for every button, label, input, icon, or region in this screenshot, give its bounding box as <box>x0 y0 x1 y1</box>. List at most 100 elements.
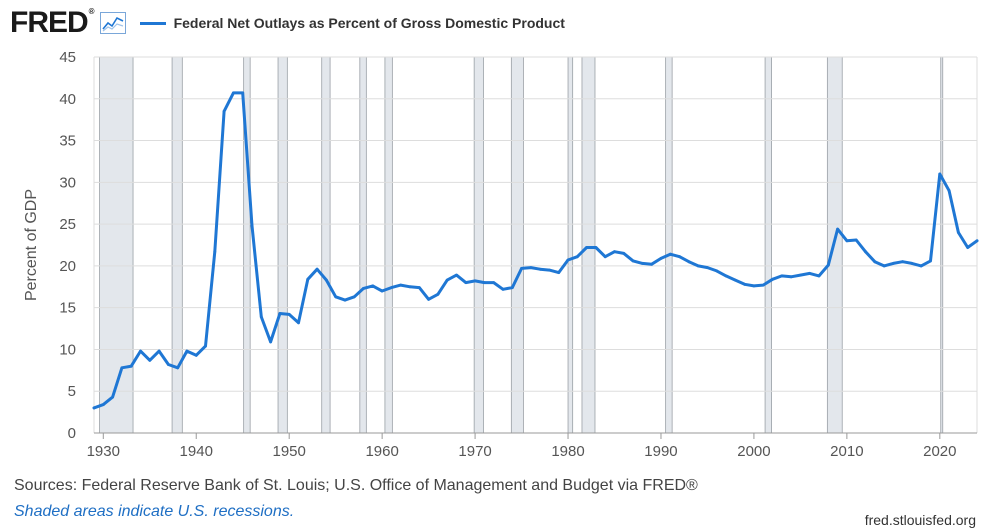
data-point <box>854 238 858 242</box>
data-point <box>278 312 282 315</box>
x-tick-label: 1930 <box>87 443 120 460</box>
legend-label: Federal Net Outlays as Percent of Gross … <box>173 15 565 31</box>
data-point <box>529 266 533 269</box>
data-point <box>334 295 338 299</box>
data-point <box>157 349 161 353</box>
site-url[interactable]: fred.stlouisfed.org <box>864 512 976 528</box>
data-point <box>650 262 654 266</box>
data-point <box>194 353 198 357</box>
recession-band <box>99 56 134 434</box>
recession-note[interactable]: Shaded areas indicate U.S. recessions. <box>14 503 295 520</box>
data-point <box>752 284 756 288</box>
data-point <box>873 260 877 264</box>
recession-band <box>277 56 288 434</box>
recession-band <box>473 56 484 434</box>
data-point <box>947 189 951 193</box>
data-point <box>799 273 802 277</box>
x-tick-label: 2000 <box>737 443 770 460</box>
data-point <box>380 289 384 293</box>
y-tick-label: 30 <box>59 174 76 191</box>
data-point <box>761 283 765 287</box>
data-point <box>566 258 570 262</box>
data-point <box>910 262 914 265</box>
y-axis-label: Percent of GDP <box>23 189 40 301</box>
data-point <box>204 344 207 348</box>
data-point <box>724 274 728 278</box>
legend-swatch <box>139 21 166 25</box>
fred-logo[interactable]: FRED® <box>10 6 95 39</box>
x-tick-label: 1950 <box>273 443 306 460</box>
chart-header: FRED® Federal Net Outlays as Percent of … <box>10 6 565 40</box>
data-point <box>408 285 412 289</box>
gridlines <box>93 56 978 434</box>
data-point <box>213 250 217 254</box>
data-point <box>399 283 403 287</box>
x-tick-label: 2020 <box>923 443 956 460</box>
recession-band <box>384 56 393 434</box>
data-point <box>706 266 709 269</box>
series-line <box>92 91 979 410</box>
y-axis-ticks: 0 5 10 15 20 25 30 35 40 45 <box>59 49 76 442</box>
data-point <box>306 277 310 281</box>
data-point <box>390 286 393 289</box>
data-point <box>287 313 291 316</box>
data-point <box>325 278 328 282</box>
data-point <box>845 239 849 243</box>
y-tick-label: 40 <box>59 91 76 108</box>
data-point <box>817 274 821 278</box>
data-point <box>129 364 133 368</box>
data-point <box>864 250 867 254</box>
line-chart-icon[interactable] <box>99 12 126 34</box>
data-point <box>975 239 979 243</box>
data-point <box>771 277 774 281</box>
data-point <box>548 268 551 272</box>
data-point <box>957 231 960 234</box>
y-tick-label: 10 <box>59 341 76 358</box>
x-tick-label: 1980 <box>551 443 584 460</box>
data-point <box>492 281 496 284</box>
data-point <box>808 272 812 275</box>
data-point <box>520 267 523 270</box>
data-point <box>603 255 607 259</box>
y-tick-label: 15 <box>59 300 76 317</box>
data-point <box>510 286 514 289</box>
recession-band <box>359 56 367 434</box>
data-point <box>473 279 477 283</box>
data-point <box>464 281 468 284</box>
data-point <box>483 281 486 284</box>
recession-band <box>321 56 331 434</box>
data-point <box>501 287 505 291</box>
data-point <box>250 224 254 228</box>
data-point <box>668 252 672 256</box>
data-point <box>696 264 700 268</box>
data-point <box>613 250 616 254</box>
recession-band <box>510 56 524 434</box>
data-point <box>259 315 263 319</box>
x-axis-ticks: 1930 1940 1950 1960 1970 1980 1990 2000 2010 2020 <box>87 433 957 460</box>
data-point <box>167 363 170 366</box>
recession-band <box>567 56 574 434</box>
data-point <box>427 297 430 301</box>
y-tick-label: 35 <box>59 133 76 150</box>
data-point <box>575 255 579 259</box>
data-point <box>780 274 784 278</box>
data-point <box>891 262 895 265</box>
legend: Federal Net Outlays as Percent of Gross … <box>139 15 565 31</box>
data-point <box>919 264 923 268</box>
y-tick-label: 0 <box>68 425 76 442</box>
recession-band <box>665 56 673 434</box>
source-note: Sources: Federal Reserve Bank of St. Lou… <box>14 477 698 494</box>
data-point <box>585 246 588 249</box>
data-point <box>631 259 635 263</box>
y-tick-label: 45 <box>59 49 76 66</box>
data-point <box>836 227 839 231</box>
recession-bands <box>99 56 944 434</box>
data-point <box>715 269 719 273</box>
data-point <box>929 259 932 263</box>
x-tick-label: 1970 <box>458 443 491 460</box>
data-point <box>232 91 235 95</box>
data-point <box>101 403 105 406</box>
series-lines <box>92 91 979 410</box>
data-point <box>594 246 598 249</box>
